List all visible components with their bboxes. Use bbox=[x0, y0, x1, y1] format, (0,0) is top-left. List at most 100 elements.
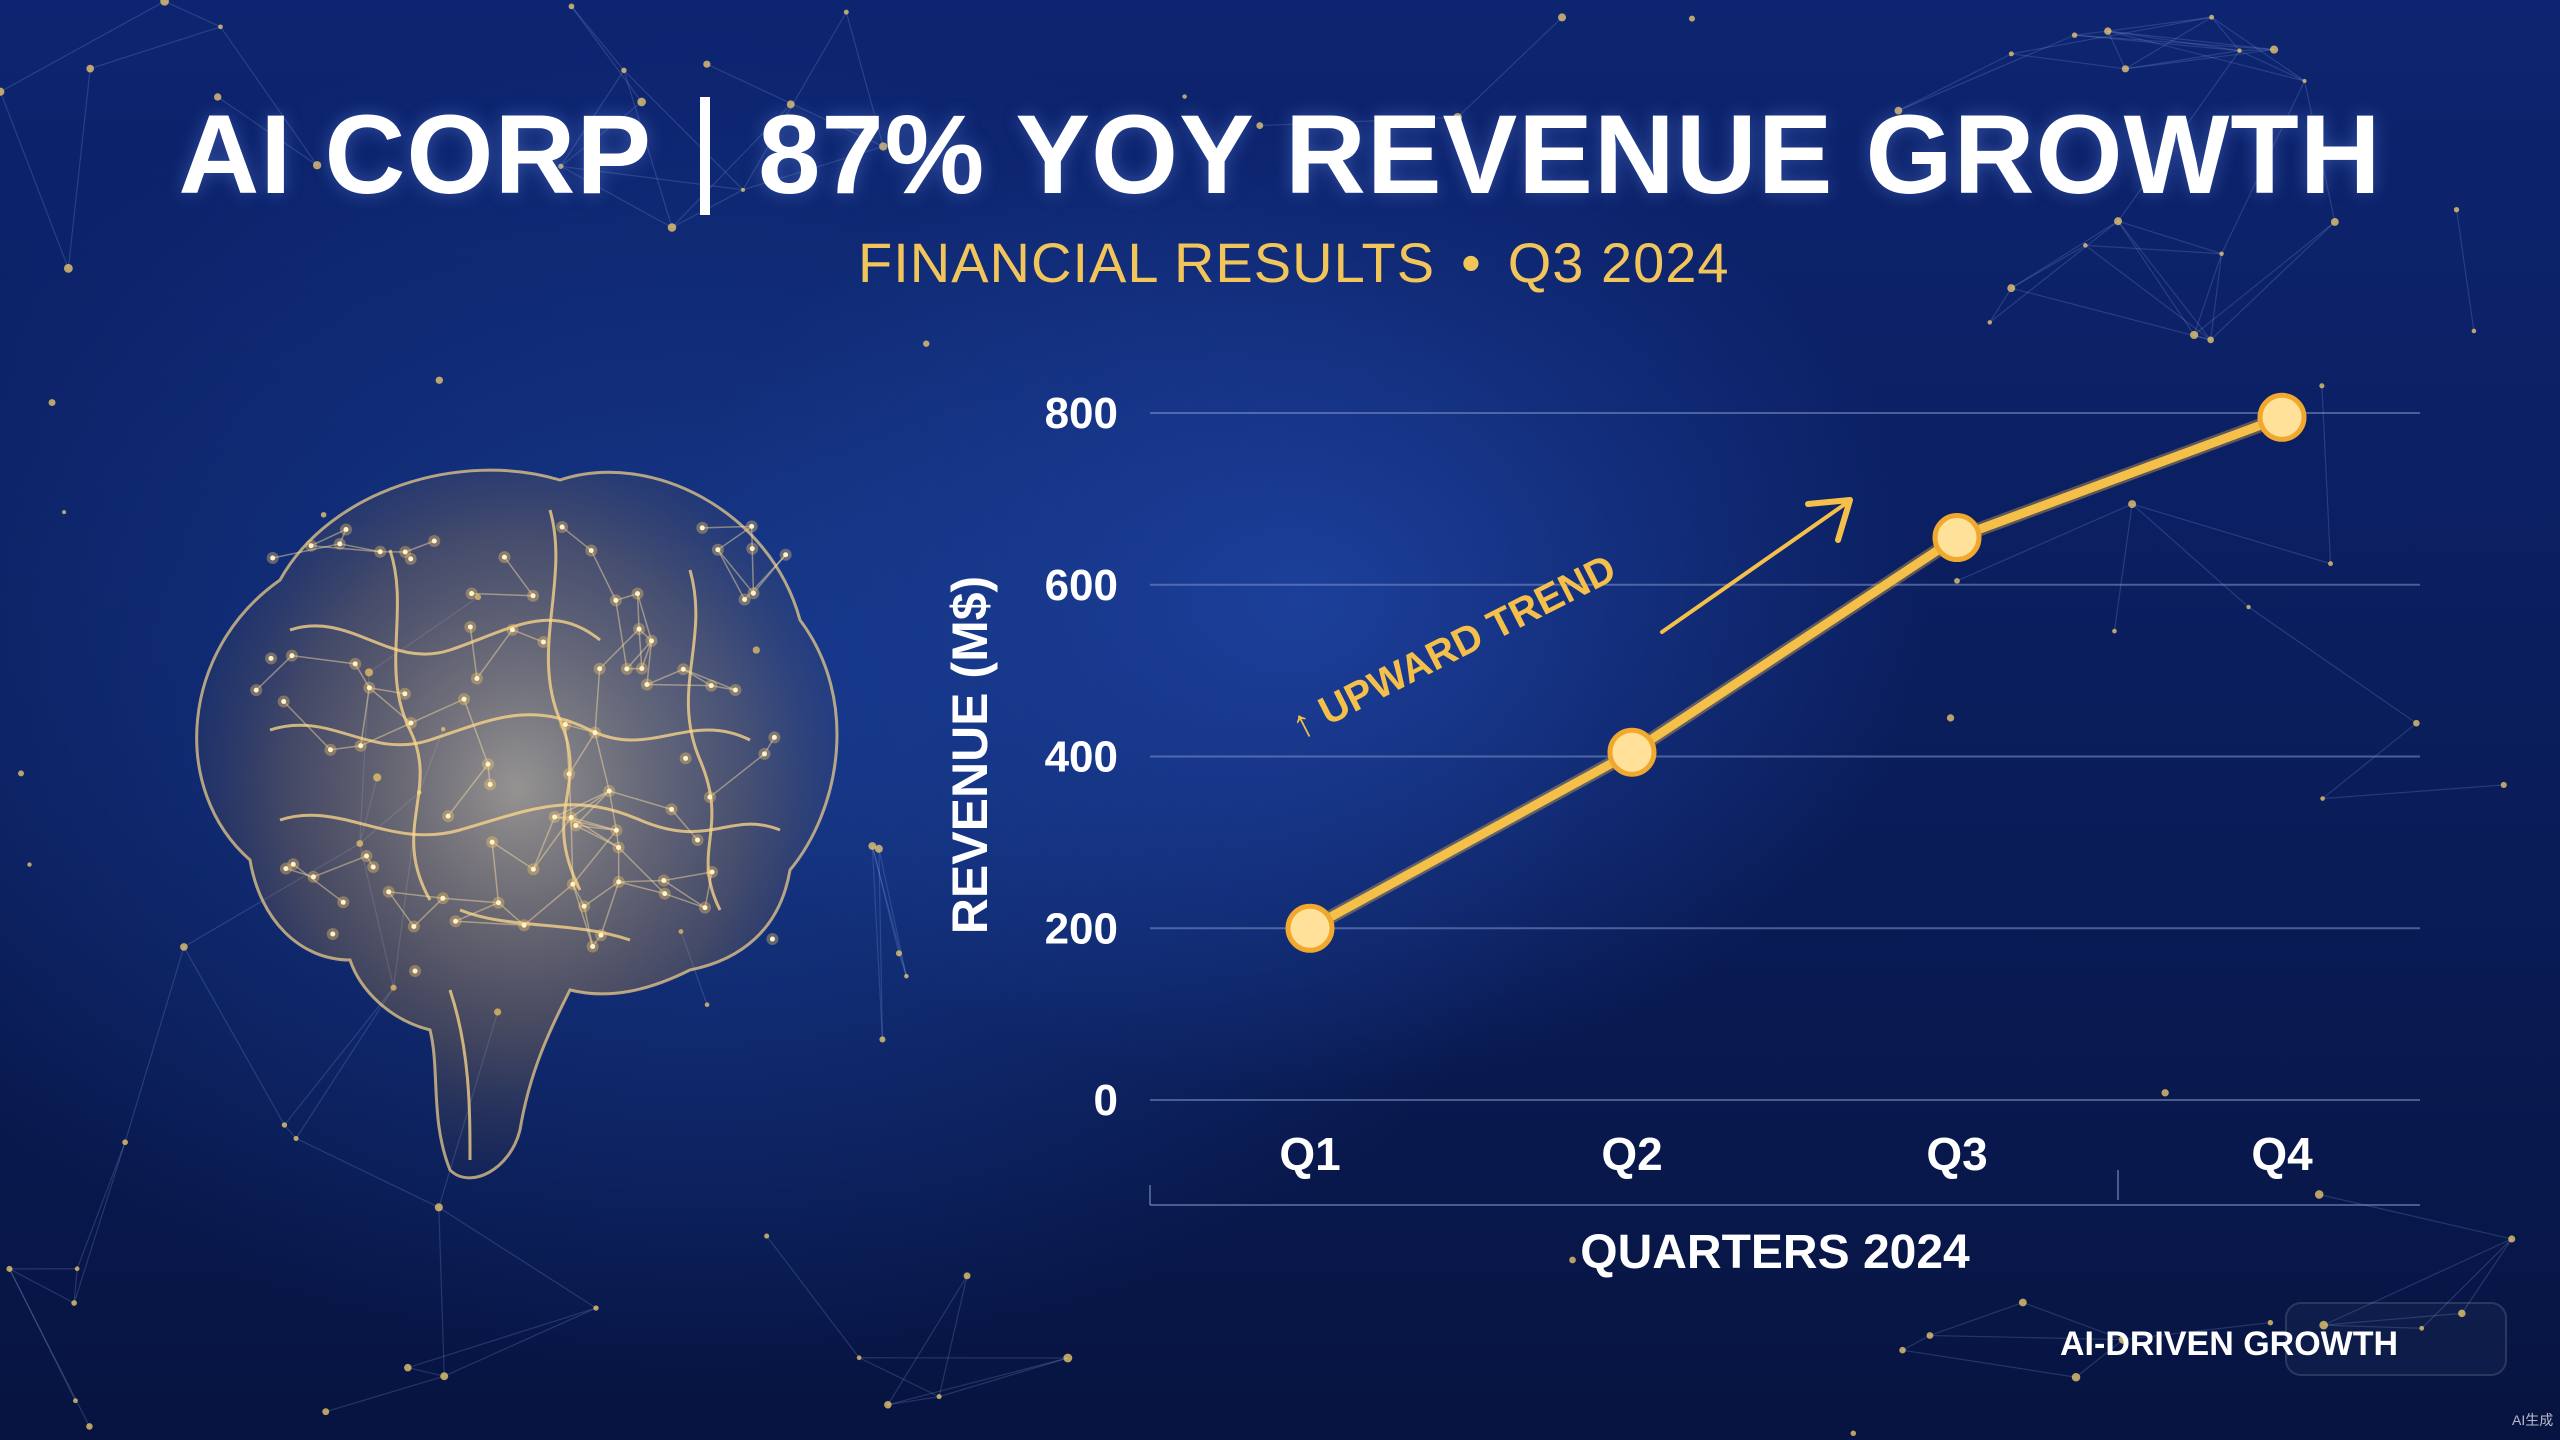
brain-link bbox=[599, 628, 640, 670]
brain-node bbox=[540, 639, 546, 645]
network-node bbox=[86, 1423, 93, 1430]
network-node bbox=[936, 1394, 942, 1400]
brain-nodes bbox=[250, 520, 792, 978]
brain-link bbox=[575, 790, 610, 826]
brain-link bbox=[646, 683, 712, 687]
brain-link bbox=[413, 897, 444, 928]
network-link bbox=[1989, 287, 2012, 323]
brain-link bbox=[583, 906, 594, 947]
title-company: AI CORP bbox=[178, 92, 653, 217]
network-link bbox=[2074, 34, 2275, 51]
network-link bbox=[2131, 503, 2249, 608]
network-node bbox=[2209, 14, 2215, 20]
network-link bbox=[73, 1268, 78, 1304]
network-node bbox=[218, 24, 223, 30]
network-link bbox=[938, 1357, 1069, 1398]
network-node bbox=[2320, 796, 2325, 801]
trend-annotation-label: ↑ UPWARD TREND bbox=[1284, 546, 1623, 748]
brain-link bbox=[554, 816, 617, 832]
x-axis-ticks: Q1 Q2 Q3 Q4 bbox=[1279, 1128, 2313, 1180]
brain-node bbox=[340, 899, 346, 905]
network-link bbox=[1989, 220, 2119, 323]
data-point bbox=[1285, 903, 1335, 953]
x-tick-label: Q3 bbox=[1926, 1128, 1987, 1180]
brain-node bbox=[327, 747, 333, 753]
brain-node bbox=[485, 761, 491, 767]
brain-link bbox=[491, 842, 500, 903]
network-node bbox=[1688, 15, 1695, 22]
brain-node bbox=[644, 682, 650, 688]
brain-link bbox=[590, 550, 617, 601]
network-node bbox=[2237, 48, 2242, 53]
network-link bbox=[623, 70, 673, 228]
network-node bbox=[2161, 1089, 2169, 1097]
series-revenue bbox=[1285, 392, 2307, 953]
network-node bbox=[2128, 500, 2137, 509]
title-headline: 87% YOY REVENUE GROWTH bbox=[758, 92, 2382, 217]
brain-node bbox=[268, 655, 274, 661]
brain-link bbox=[575, 824, 619, 849]
brain-node bbox=[749, 523, 755, 529]
network-node bbox=[312, 161, 322, 170]
network-link bbox=[2084, 244, 2212, 341]
network-link bbox=[1929, 1301, 2024, 1337]
network-link bbox=[2323, 1312, 2462, 1326]
brain-link bbox=[463, 698, 489, 765]
network-link bbox=[570, 6, 625, 71]
title-separator bbox=[700, 97, 711, 216]
brain-node bbox=[635, 591, 641, 597]
network-link bbox=[887, 1357, 1068, 1406]
network-node bbox=[904, 973, 909, 979]
network-node bbox=[86, 64, 95, 73]
network-link bbox=[0, 0, 165, 93]
brain-link bbox=[664, 892, 706, 909]
brain-link bbox=[447, 763, 489, 817]
network-link bbox=[1457, 16, 1563, 118]
brain-link bbox=[487, 764, 491, 785]
network-node bbox=[593, 1305, 599, 1311]
network-link bbox=[0, 91, 69, 269]
network-node bbox=[2071, 32, 2078, 38]
subtitle-bullet: • bbox=[1461, 231, 1482, 294]
brain-node bbox=[330, 931, 336, 937]
brain-link bbox=[626, 640, 653, 670]
brain-link bbox=[404, 540, 435, 553]
brain-node bbox=[495, 900, 501, 906]
brain-link bbox=[568, 732, 596, 775]
network-node bbox=[1494, 137, 1503, 146]
network-link bbox=[2319, 1193, 2512, 1240]
brain-link bbox=[523, 883, 574, 926]
brain-link bbox=[339, 529, 347, 545]
brain-link bbox=[751, 548, 755, 594]
y-tick-label: 200 bbox=[1045, 904, 1118, 953]
network-node bbox=[1954, 577, 1960, 584]
brain-node bbox=[636, 626, 642, 632]
network-link bbox=[887, 1275, 968, 1406]
brain-link bbox=[682, 668, 712, 687]
network-link bbox=[898, 953, 907, 977]
network-node bbox=[884, 1400, 892, 1409]
brain-link bbox=[283, 700, 332, 751]
network-node bbox=[2319, 1320, 2329, 1330]
brain-node bbox=[337, 541, 343, 547]
brain-link bbox=[310, 528, 347, 547]
brain-node bbox=[750, 590, 756, 596]
network-link bbox=[766, 1235, 860, 1359]
brain-link bbox=[704, 871, 713, 908]
network-link bbox=[871, 845, 884, 1040]
network-node bbox=[1946, 714, 1955, 722]
network-node bbox=[1926, 1332, 1934, 1339]
network-link bbox=[2107, 30, 2126, 70]
network-node bbox=[2008, 51, 2014, 57]
network-node bbox=[637, 97, 646, 107]
brain-link bbox=[609, 790, 672, 811]
network-link bbox=[623, 69, 744, 191]
y-axis-ticks: 0 200 400 600 800 bbox=[1045, 389, 1118, 1125]
brain-node bbox=[570, 881, 576, 887]
network-link bbox=[2211, 16, 2305, 82]
network-node bbox=[2471, 328, 2477, 334]
brain-link bbox=[763, 737, 776, 755]
brain-node bbox=[669, 806, 675, 812]
